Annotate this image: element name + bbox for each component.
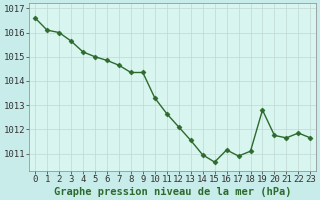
X-axis label: Graphe pression niveau de la mer (hPa): Graphe pression niveau de la mer (hPa)	[54, 186, 292, 197]
